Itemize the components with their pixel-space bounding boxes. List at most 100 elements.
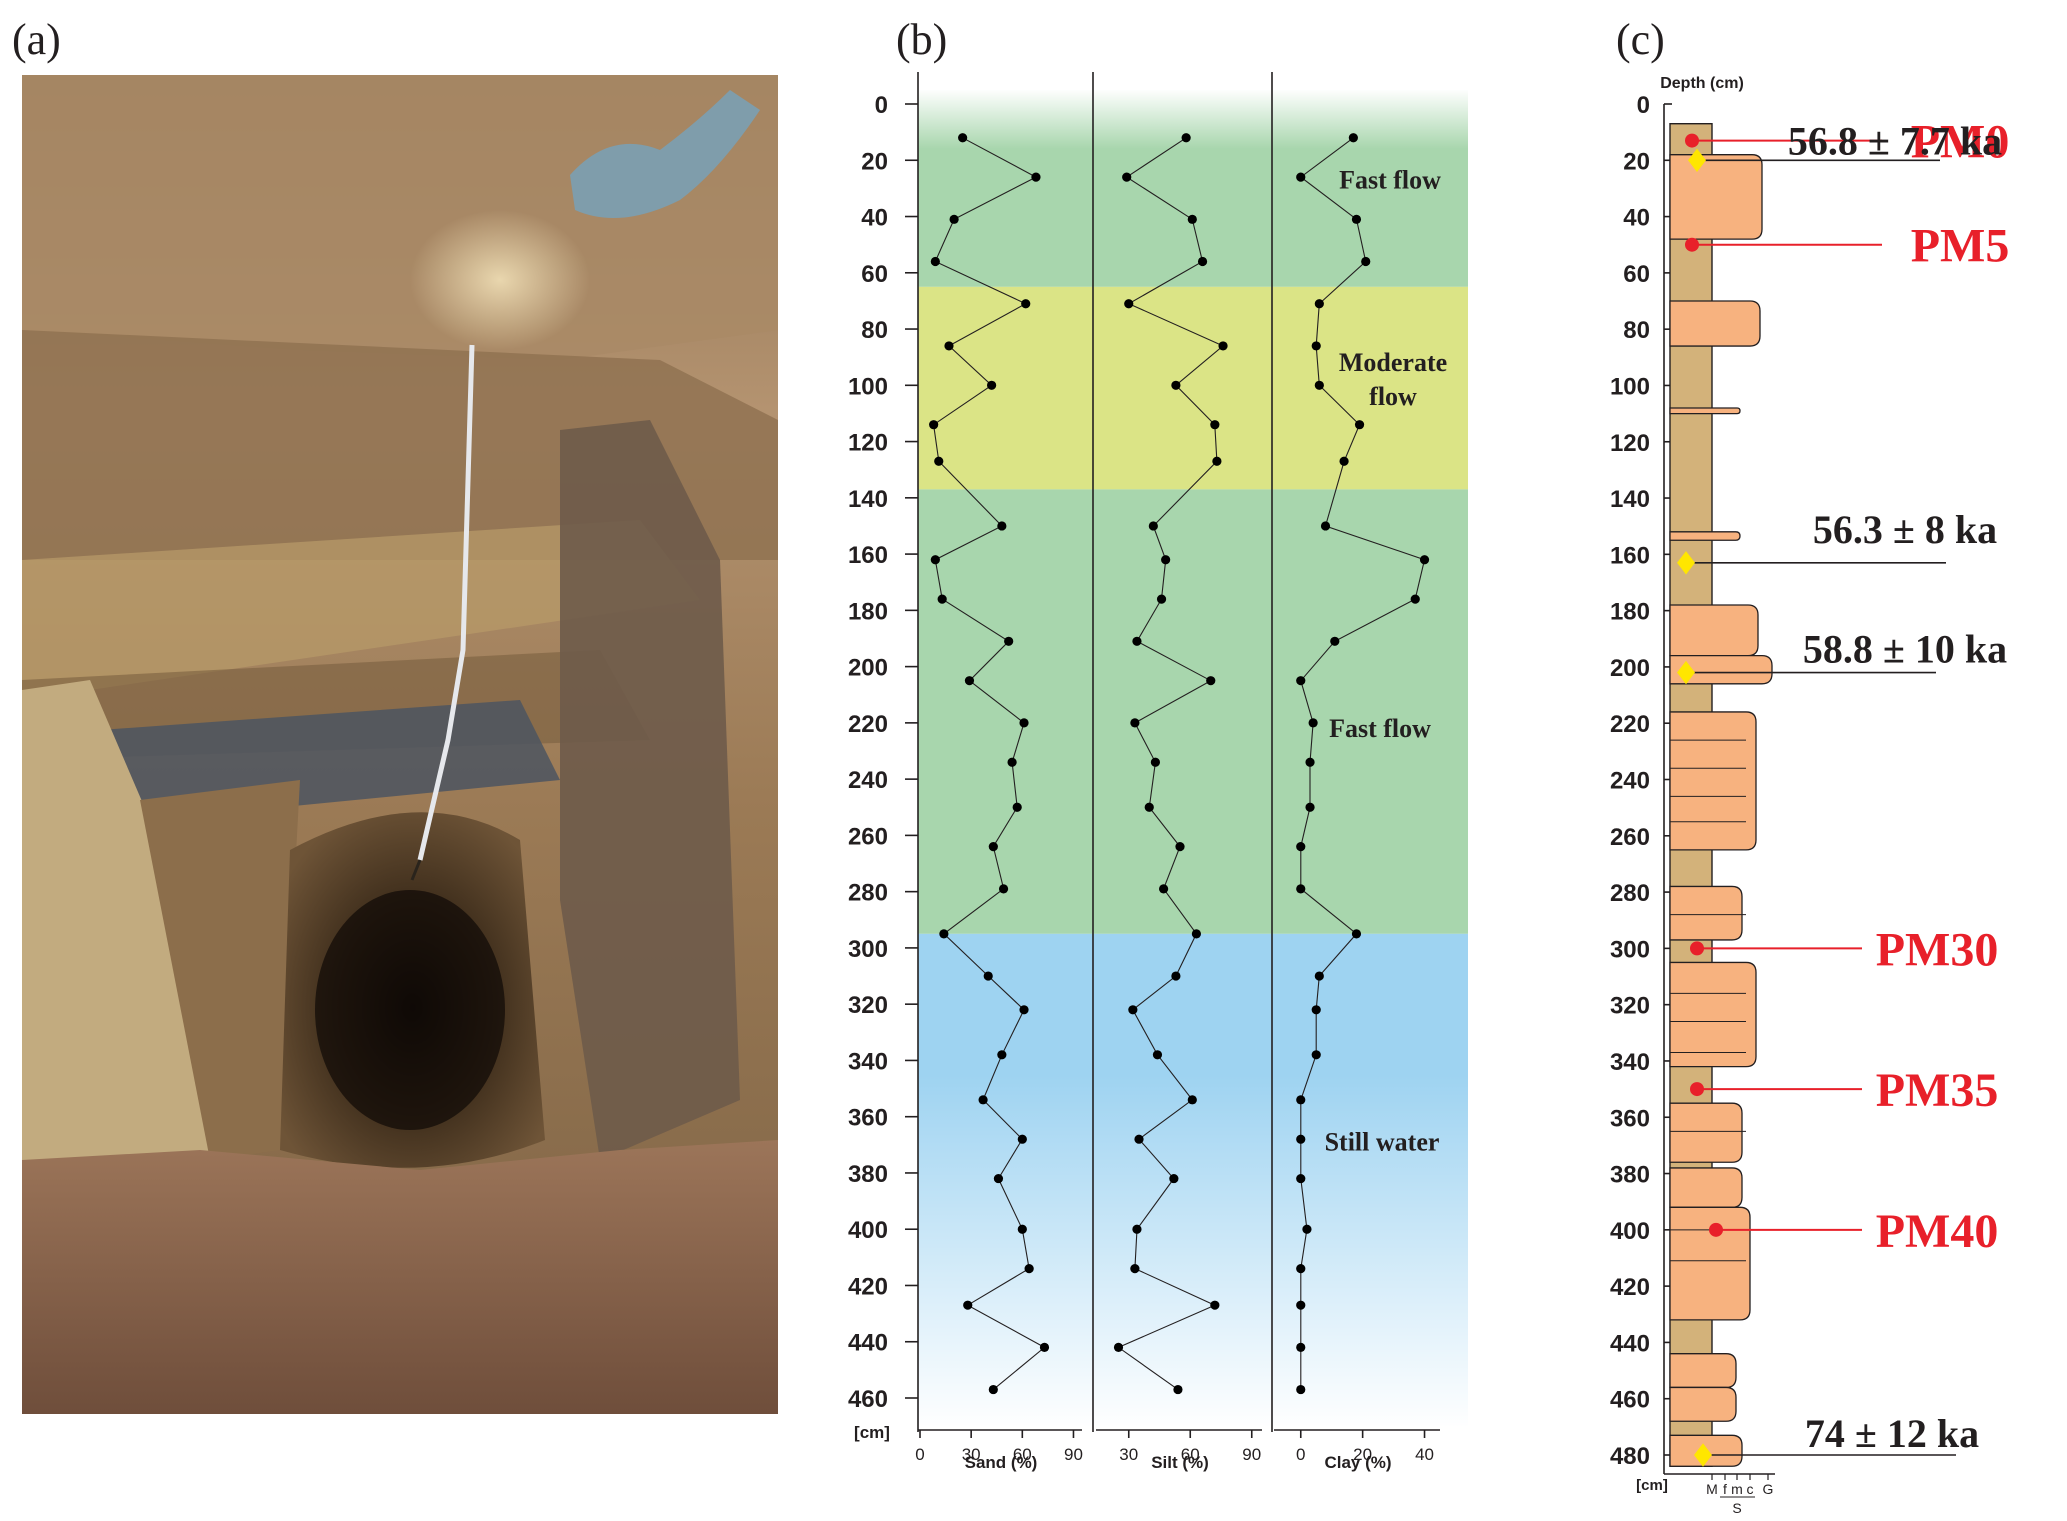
age-label: 58.8 ± 10 ka bbox=[1803, 627, 2007, 672]
depth-tick-label: 280 bbox=[848, 880, 888, 907]
depth-tick-label: 400 bbox=[848, 1217, 888, 1244]
grain-scale-label: G bbox=[1763, 1481, 1774, 1497]
series-point bbox=[983, 971, 993, 981]
x-tick-label: 30 bbox=[962, 1445, 981, 1464]
grain-scale-label: c bbox=[1747, 1481, 1754, 1497]
sample-label: PM35 bbox=[1876, 1064, 1999, 1117]
sample-label: PM30 bbox=[1876, 923, 1999, 976]
series-point bbox=[1314, 971, 1324, 981]
series-point bbox=[1161, 555, 1171, 565]
sand-bed-4 bbox=[1669, 604, 1759, 657]
sample-dot bbox=[1690, 1082, 1704, 1097]
depth-axis: 0 20 40 60 80 100 120 140 160 180 200 220 240 260 280 3… bbox=[848, 72, 919, 1442]
sand-bed-13 bbox=[1669, 1386, 1737, 1422]
series-point bbox=[1132, 1224, 1142, 1234]
series-point bbox=[1122, 172, 1132, 182]
panel-label-a: (a) bbox=[12, 15, 61, 64]
sand-bed-6 bbox=[1669, 711, 1757, 851]
series-point bbox=[1348, 133, 1358, 143]
series-dividers bbox=[1092, 72, 1273, 1432]
age-diamond bbox=[1688, 148, 1706, 172]
series-point bbox=[1305, 802, 1315, 812]
sample-dot bbox=[1685, 133, 1699, 148]
series-point bbox=[997, 1050, 1007, 1060]
series-point bbox=[1296, 1095, 1306, 1105]
log-column bbox=[1669, 123, 1773, 1467]
series-point bbox=[1419, 555, 1430, 565]
sand-label: S bbox=[1732, 1500, 1741, 1516]
age-label: 56.8 ± 7.7 ka bbox=[1788, 118, 2002, 163]
series-point bbox=[1296, 1384, 1306, 1395]
log-depth-label: 260 bbox=[1610, 824, 1650, 851]
series-point bbox=[1354, 420, 1365, 430]
depth-tick-label: 80 bbox=[861, 317, 888, 344]
series-point bbox=[937, 594, 947, 604]
series-point bbox=[1339, 456, 1349, 466]
log-depth-label: 300 bbox=[1610, 936, 1650, 963]
series-point bbox=[1314, 299, 1324, 309]
series-point bbox=[1039, 1342, 1050, 1352]
series-point bbox=[1024, 1264, 1034, 1274]
log-depth-label: 240 bbox=[1610, 768, 1650, 795]
series-point bbox=[1181, 133, 1191, 143]
log-depth-label: 340 bbox=[1610, 1049, 1650, 1076]
sand-bed-1 bbox=[1669, 300, 1761, 347]
log-depth-label: 380 bbox=[1610, 1162, 1650, 1189]
zone-band-1 bbox=[918, 286, 1468, 490]
zone-fade-top bbox=[918, 88, 1468, 149]
x-tick-label: 40 bbox=[1415, 1445, 1434, 1464]
log-depth-label: 440 bbox=[1610, 1330, 1650, 1357]
series-point bbox=[1210, 420, 1220, 430]
series-point bbox=[1311, 341, 1321, 351]
depth-tick-label: 220 bbox=[848, 711, 888, 738]
log-depth-label: 100 bbox=[1610, 373, 1650, 400]
series-point bbox=[1007, 757, 1017, 767]
series-point bbox=[929, 420, 939, 430]
series-point bbox=[1019, 718, 1029, 728]
log-depth-unit: [cm] bbox=[1636, 1477, 1668, 1494]
zone-fades bbox=[918, 88, 1468, 1429]
series-point bbox=[1113, 1342, 1124, 1352]
sand-bed-9 bbox=[1669, 1102, 1743, 1163]
sand-bed-7 bbox=[1669, 885, 1743, 941]
series-point bbox=[1132, 636, 1142, 646]
series-point bbox=[1308, 718, 1318, 728]
series-point bbox=[998, 884, 1009, 894]
sample-dot bbox=[1709, 1222, 1723, 1237]
depth-unit-label: [cm] bbox=[854, 1423, 890, 1442]
age-markers: 56.8 ± 7.7 ka 56.3 ± 8 ka 58.8 ± 10 ka 74 ±… bbox=[1677, 118, 2007, 1467]
log-depth-label: 400 bbox=[1610, 1218, 1650, 1245]
depth-tick-label: 120 bbox=[848, 430, 888, 457]
series-point bbox=[1311, 1050, 1321, 1060]
grain-scale-label: f bbox=[1723, 1481, 1727, 1497]
zone-label-0: Fast flow bbox=[1339, 165, 1441, 194]
series-point bbox=[1191, 929, 1201, 939]
series-point bbox=[1314, 380, 1324, 390]
sand-bed-8 bbox=[1669, 961, 1757, 1068]
log-depth-label: 220 bbox=[1610, 711, 1650, 738]
log-depth-label: 20 bbox=[1623, 148, 1650, 175]
log-depth-label: 60 bbox=[1623, 261, 1650, 288]
x-tick-label: 0 bbox=[1296, 1445, 1305, 1464]
log-depth-label: 360 bbox=[1610, 1105, 1650, 1132]
series-point bbox=[1305, 757, 1315, 767]
sample-label: PM5 bbox=[1911, 220, 2010, 273]
series-point bbox=[1175, 842, 1185, 852]
depth-tick-label: 340 bbox=[848, 1048, 888, 1075]
sample-dot bbox=[1690, 941, 1704, 956]
series-point bbox=[949, 214, 959, 224]
depth-tick-label: 140 bbox=[848, 486, 888, 513]
series-point bbox=[1187, 214, 1197, 224]
series-point bbox=[1004, 636, 1014, 646]
sand-bed-2 bbox=[1669, 407, 1741, 415]
zone-labels: Fast flow Moderate flow Fast flow Still wate… bbox=[1325, 165, 1448, 1156]
series-point bbox=[1296, 172, 1306, 182]
series-point bbox=[958, 133, 968, 143]
series-point bbox=[1021, 299, 1031, 309]
series-point bbox=[1361, 256, 1371, 267]
series-point bbox=[1017, 1134, 1027, 1144]
depth-tick-label: 60 bbox=[861, 261, 888, 288]
series-point bbox=[1019, 1005, 1029, 1015]
